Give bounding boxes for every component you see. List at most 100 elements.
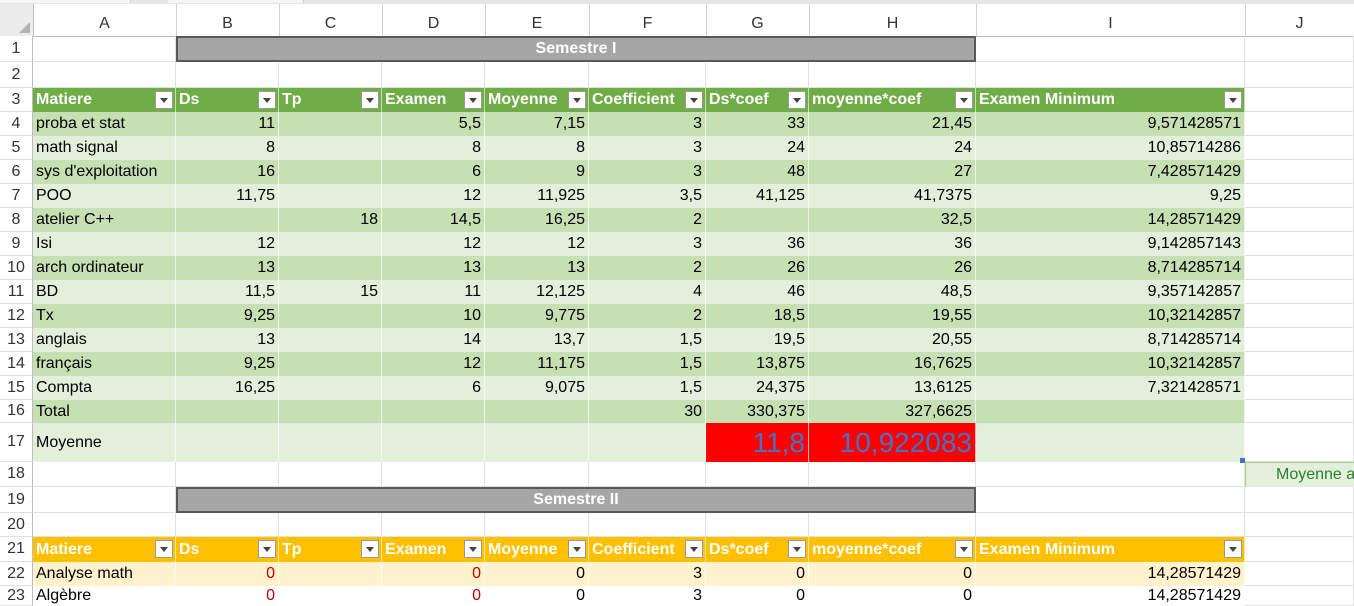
table-cell[interactable] [279, 184, 382, 208]
grid-cell[interactable] [382, 513, 485, 537]
grid-cell[interactable] [485, 62, 589, 88]
table-cell[interactable]: 9,075 [485, 376, 589, 400]
table-cell[interactable] [279, 304, 382, 328]
total-cell[interactable] [176, 400, 279, 423]
grid-cell[interactable] [1245, 586, 1354, 606]
table-cell[interactable]: 3 [589, 232, 706, 256]
table-cell[interactable]: 4 [589, 280, 706, 304]
table-header-cell[interactable]: Ds [176, 88, 279, 112]
table-header-cell[interactable]: Examen [382, 88, 485, 112]
table-cell[interactable]: 2 [589, 256, 706, 280]
subject-cell[interactable]: BD [33, 280, 176, 304]
row-header-17[interactable]: 17 [0, 423, 33, 462]
grid-cell[interactable] [1245, 537, 1354, 562]
row-header-2[interactable]: 2 [0, 62, 33, 88]
column-header-a[interactable]: A [33, 4, 177, 36]
table-cell[interactable]: 7,428571429 [976, 160, 1245, 184]
table-cell[interactable]: 0 [485, 562, 589, 586]
grid-cell[interactable] [976, 36, 1245, 62]
row-header-11[interactable]: 11 [0, 280, 33, 304]
row-header-22[interactable]: 22 [0, 562, 33, 586]
table-cell[interactable]: 3 [589, 160, 706, 184]
table-header-cell[interactable]: Ds [176, 537, 279, 562]
subject-cell[interactable]: arch ordinateur [33, 256, 176, 280]
table-cell[interactable]: 21,45 [809, 112, 976, 136]
grid-cell[interactable] [976, 462, 1245, 487]
table-cell[interactable]: 0 [176, 562, 279, 586]
table-cell[interactable]: 6 [382, 376, 485, 400]
row-header-21[interactable]: 21 [0, 537, 33, 562]
table-cell[interactable]: 12 [382, 352, 485, 376]
grid-cell[interactable] [1245, 376, 1354, 400]
moyenne-value[interactable]: 10,922083 [809, 423, 976, 462]
table-cell[interactable] [279, 586, 382, 606]
table-cell[interactable]: 8,714285714 [976, 256, 1245, 280]
table-cell[interactable]: 18 [279, 208, 382, 232]
table-cell[interactable] [279, 562, 382, 586]
table-header-cell[interactable]: Matiere [33, 88, 176, 112]
table-cell[interactable]: 18,5 [706, 304, 809, 328]
table-cell[interactable]: 19,5 [706, 328, 809, 352]
table-cell[interactable]: 1,5 [589, 376, 706, 400]
grid-cell[interactable] [1245, 304, 1354, 328]
table-cell[interactable]: 8 [176, 136, 279, 160]
table-cell[interactable]: 13 [176, 328, 279, 352]
table-cell[interactable]: 3,5 [589, 184, 706, 208]
table-cell[interactable]: 12 [382, 184, 485, 208]
table-cell[interactable]: 8 [485, 136, 589, 160]
column-header-d[interactable]: D [382, 4, 486, 36]
subject-cell[interactable]: sys d'exploitation [33, 160, 176, 184]
total-label[interactable]: Total [33, 400, 176, 423]
table-cell[interactable] [279, 328, 382, 352]
table-cell[interactable]: 0 [809, 562, 976, 586]
grid-cell[interactable] [33, 513, 176, 537]
table-cell[interactable]: 36 [706, 232, 809, 256]
table-cell[interactable]: 7,15 [485, 112, 589, 136]
row-header-20[interactable]: 20 [0, 513, 33, 537]
filter-dropdown-button[interactable] [568, 540, 586, 558]
column-header-g[interactable]: G [706, 4, 810, 36]
row-header-14[interactable]: 14 [0, 352, 33, 376]
table-cell[interactable]: 1,5 [589, 328, 706, 352]
grid-cell[interactable] [706, 62, 809, 88]
table-cell[interactable]: 10,32142857 [976, 304, 1245, 328]
table-cell[interactable]: 9,25 [176, 304, 279, 328]
total-cell[interactable]: 327,6625 [809, 400, 976, 423]
table-cell[interactable]: 9,775 [485, 304, 589, 328]
row-header-13[interactable]: 13 [0, 328, 33, 352]
table-cell[interactable]: 3 [589, 112, 706, 136]
grid-cell[interactable] [1245, 160, 1354, 184]
table-header-cell[interactable]: Ds*coef [706, 88, 809, 112]
filter-dropdown-button[interactable] [955, 91, 973, 109]
table-cell[interactable]: 16,25 [485, 208, 589, 232]
row-header-7[interactable]: 7 [0, 184, 33, 208]
table-cell[interactable]: 12 [485, 232, 589, 256]
table-header-cell[interactable]: Moyenne [485, 537, 589, 562]
total-cell[interactable] [279, 400, 382, 423]
row-header-16[interactable]: 16 [0, 400, 33, 423]
table-cell[interactable] [279, 256, 382, 280]
grid-cell[interactable] [33, 36, 176, 62]
filter-dropdown-button[interactable] [685, 540, 703, 558]
grid-cell[interactable] [176, 62, 279, 88]
table-cell[interactable]: 24 [809, 136, 976, 160]
table-cell[interactable] [279, 376, 382, 400]
table-cell[interactable]: 24,375 [706, 376, 809, 400]
column-header-j[interactable]: J [1245, 4, 1354, 36]
side-moyenne-label[interactable]: Moyenne a [1245, 462, 1354, 487]
table-cell[interactable]: 24 [706, 136, 809, 160]
grid-cell[interactable] [176, 462, 279, 487]
column-header-i[interactable]: I [976, 4, 1246, 36]
filter-dropdown-button[interactable] [464, 540, 482, 558]
moyenne-ds-value[interactable]: 11,8 [706, 423, 809, 462]
grid-cell[interactable] [589, 462, 706, 487]
filter-dropdown-button[interactable] [361, 91, 379, 109]
table-cell[interactable]: 2 [589, 208, 706, 232]
table-resize-handle[interactable] [1240, 458, 1245, 463]
subject-cell[interactable]: math signal [33, 136, 176, 160]
table-cell[interactable]: 13 [485, 256, 589, 280]
grid-cell[interactable] [589, 513, 706, 537]
table-cell[interactable] [279, 160, 382, 184]
table-cell[interactable]: 46 [706, 280, 809, 304]
table-cell[interactable]: 1,5 [589, 352, 706, 376]
